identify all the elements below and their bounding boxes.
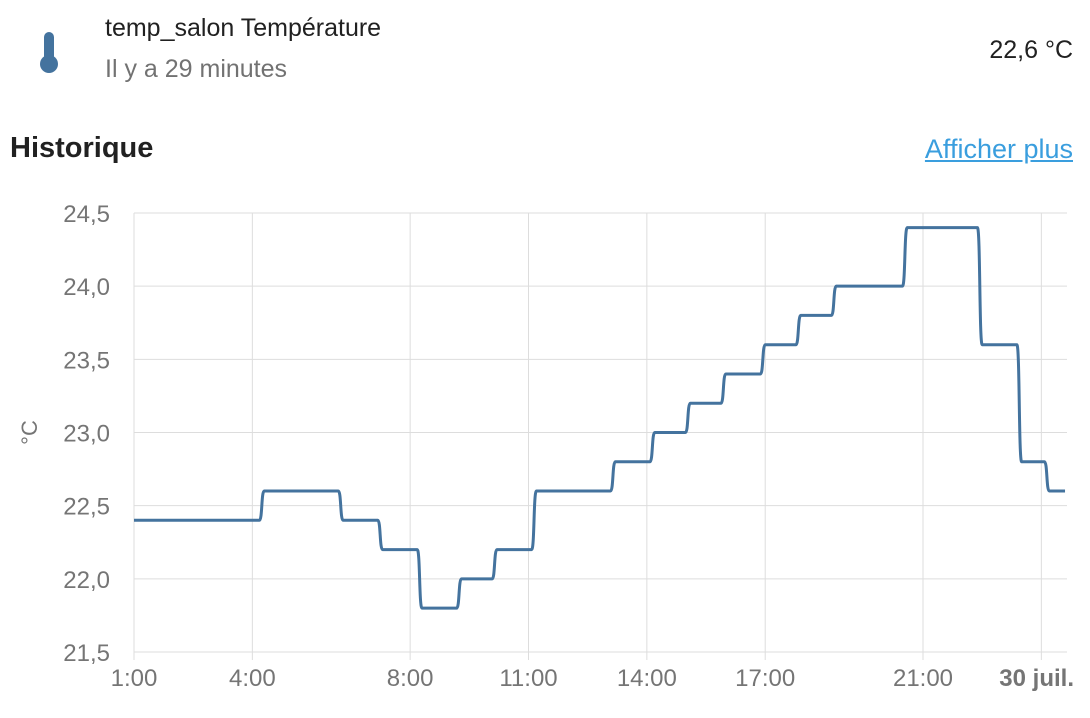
temperature-series-line	[134, 226, 1066, 610]
entity-name: temp_salon Température	[105, 14, 382, 42]
y-tick-label: 23,5	[63, 347, 110, 374]
x-tick-label: 8:00	[387, 665, 434, 692]
history-title: Historique	[10, 132, 154, 164]
x-tick-label: 11:00	[499, 665, 557, 692]
x-tick-label: 17:00	[735, 665, 795, 692]
y-tick-label: 22,0	[63, 567, 110, 594]
y-tick-label: 23,0	[63, 421, 110, 448]
x-tick-label: 14:00	[617, 665, 677, 692]
y-tick-label: 21,5	[63, 640, 110, 667]
x-tick-label: 30 juil.	[999, 665, 1074, 692]
y-tick-label: 24,5	[63, 201, 110, 228]
last-changed: Il y a 29 minutes	[105, 55, 288, 83]
entity-state: 22,6 °C	[989, 36, 1073, 64]
y-tick-label: 24,0	[63, 274, 110, 301]
x-tick-label: 1:00	[111, 665, 158, 692]
history-chart[interactable]: 21,5 22,0 22,5 23,0 23,5 24,0 24,5 1:00 4:00 8:00…	[0, 190, 1090, 718]
y-tick-label: 22,5	[63, 494, 110, 521]
thermometer-icon	[40, 32, 58, 73]
x-tick-label: 4:00	[229, 665, 276, 692]
x-tick-label: 21:00	[893, 665, 953, 692]
show-more-link[interactable]: Afficher plus	[924, 134, 1073, 164]
y-axis-label: °C	[17, 420, 42, 445]
entity-row[interactable]: temp_salon Température Il y a 29 minutes…	[0, 0, 1090, 100]
